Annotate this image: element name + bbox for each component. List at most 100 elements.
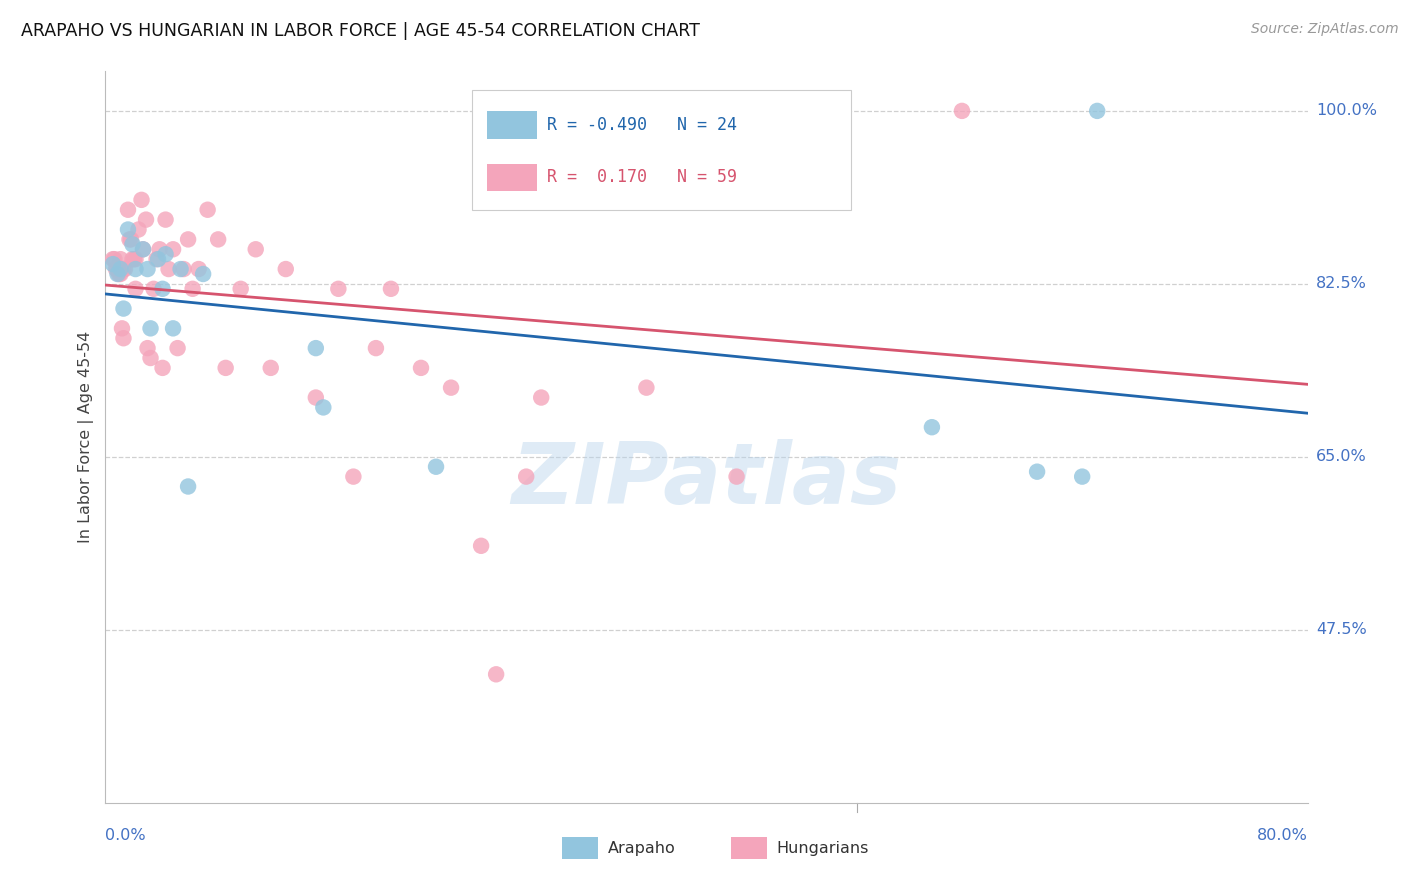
Point <box>104 262 127 277</box>
Point <box>470 539 492 553</box>
Point <box>177 232 200 246</box>
Point <box>425 459 447 474</box>
Point <box>187 262 209 277</box>
Point <box>260 360 283 375</box>
Point <box>107 267 129 281</box>
Point <box>786 103 808 118</box>
Point <box>485 667 508 681</box>
Point <box>155 212 177 227</box>
FancyBboxPatch shape <box>472 90 851 211</box>
Point <box>131 193 153 207</box>
Point <box>725 469 748 483</box>
Point <box>162 321 184 335</box>
Point <box>120 232 142 246</box>
Text: 82.5%: 82.5% <box>1316 277 1367 292</box>
Point <box>305 341 328 355</box>
Point <box>110 267 132 281</box>
Bar <box>486 163 537 191</box>
Point <box>124 262 146 277</box>
Point <box>328 282 350 296</box>
Point <box>181 282 204 296</box>
Text: ARAPAHO VS HUNGARIAN IN LABOR FORCE | AGE 45-54 CORRELATION CHART: ARAPAHO VS HUNGARIAN IN LABOR FORCE | AG… <box>21 22 700 40</box>
Point <box>177 479 200 493</box>
Point <box>124 252 146 267</box>
Point <box>515 469 537 483</box>
Point <box>380 282 402 296</box>
Point <box>101 252 124 267</box>
Point <box>1071 469 1094 483</box>
Point <box>103 252 125 267</box>
Point <box>107 262 129 277</box>
Text: 47.5%: 47.5% <box>1316 623 1367 637</box>
Point <box>229 282 252 296</box>
Point <box>139 351 162 365</box>
Point <box>139 321 162 335</box>
Point <box>440 381 463 395</box>
Text: 100.0%: 100.0% <box>1316 103 1376 119</box>
Point <box>342 469 364 483</box>
Point <box>108 267 131 281</box>
Point <box>146 252 169 267</box>
Bar <box>731 838 766 859</box>
Point <box>128 222 150 236</box>
Point <box>121 237 143 252</box>
Text: R =  0.170   N = 59: R = 0.170 N = 59 <box>547 169 737 186</box>
Bar <box>562 838 599 859</box>
Text: 0.0%: 0.0% <box>105 828 146 843</box>
Point <box>121 252 143 267</box>
Point <box>169 262 191 277</box>
Point <box>364 341 387 355</box>
Point <box>162 242 184 256</box>
Text: 65.0%: 65.0% <box>1316 450 1367 465</box>
Point <box>214 360 236 375</box>
Point <box>135 212 157 227</box>
Point <box>636 381 658 395</box>
Point <box>173 262 195 277</box>
Point <box>274 262 297 277</box>
Point <box>124 282 146 296</box>
Point <box>755 103 778 118</box>
Text: 80.0%: 80.0% <box>1257 828 1308 843</box>
Point <box>110 262 132 277</box>
Point <box>921 420 943 434</box>
Point <box>155 247 177 261</box>
Point <box>111 321 134 335</box>
Text: Arapaho: Arapaho <box>607 840 676 855</box>
Point <box>157 262 180 277</box>
Point <box>207 232 229 246</box>
Point <box>142 282 165 296</box>
Point <box>112 262 135 277</box>
Point <box>132 242 155 256</box>
Point <box>132 242 155 256</box>
Point <box>152 360 174 375</box>
Point <box>117 202 139 217</box>
Point <box>110 252 132 267</box>
Point <box>1026 465 1049 479</box>
Point <box>197 202 219 217</box>
Text: Hungarians: Hungarians <box>776 840 869 855</box>
Point <box>148 242 170 256</box>
Point <box>1085 103 1108 118</box>
Point <box>136 262 159 277</box>
Point <box>530 391 553 405</box>
Text: R = -0.490   N = 24: R = -0.490 N = 24 <box>547 116 737 134</box>
Point <box>409 360 432 375</box>
Point <box>112 301 135 316</box>
Point <box>245 242 267 256</box>
Point <box>152 282 174 296</box>
Point <box>145 252 167 267</box>
Point <box>312 401 335 415</box>
Point <box>117 222 139 236</box>
Bar <box>486 111 537 138</box>
Point <box>101 257 124 271</box>
Point <box>191 267 214 281</box>
Point <box>136 341 159 355</box>
Text: Source: ZipAtlas.com: Source: ZipAtlas.com <box>1251 22 1399 37</box>
Point <box>112 331 135 345</box>
Point <box>118 232 141 246</box>
Text: ZIPatlas: ZIPatlas <box>512 440 901 523</box>
Point <box>122 252 145 267</box>
Y-axis label: In Labor Force | Age 45-54: In Labor Force | Age 45-54 <box>79 331 94 543</box>
Point <box>166 341 188 355</box>
Point <box>114 262 136 277</box>
